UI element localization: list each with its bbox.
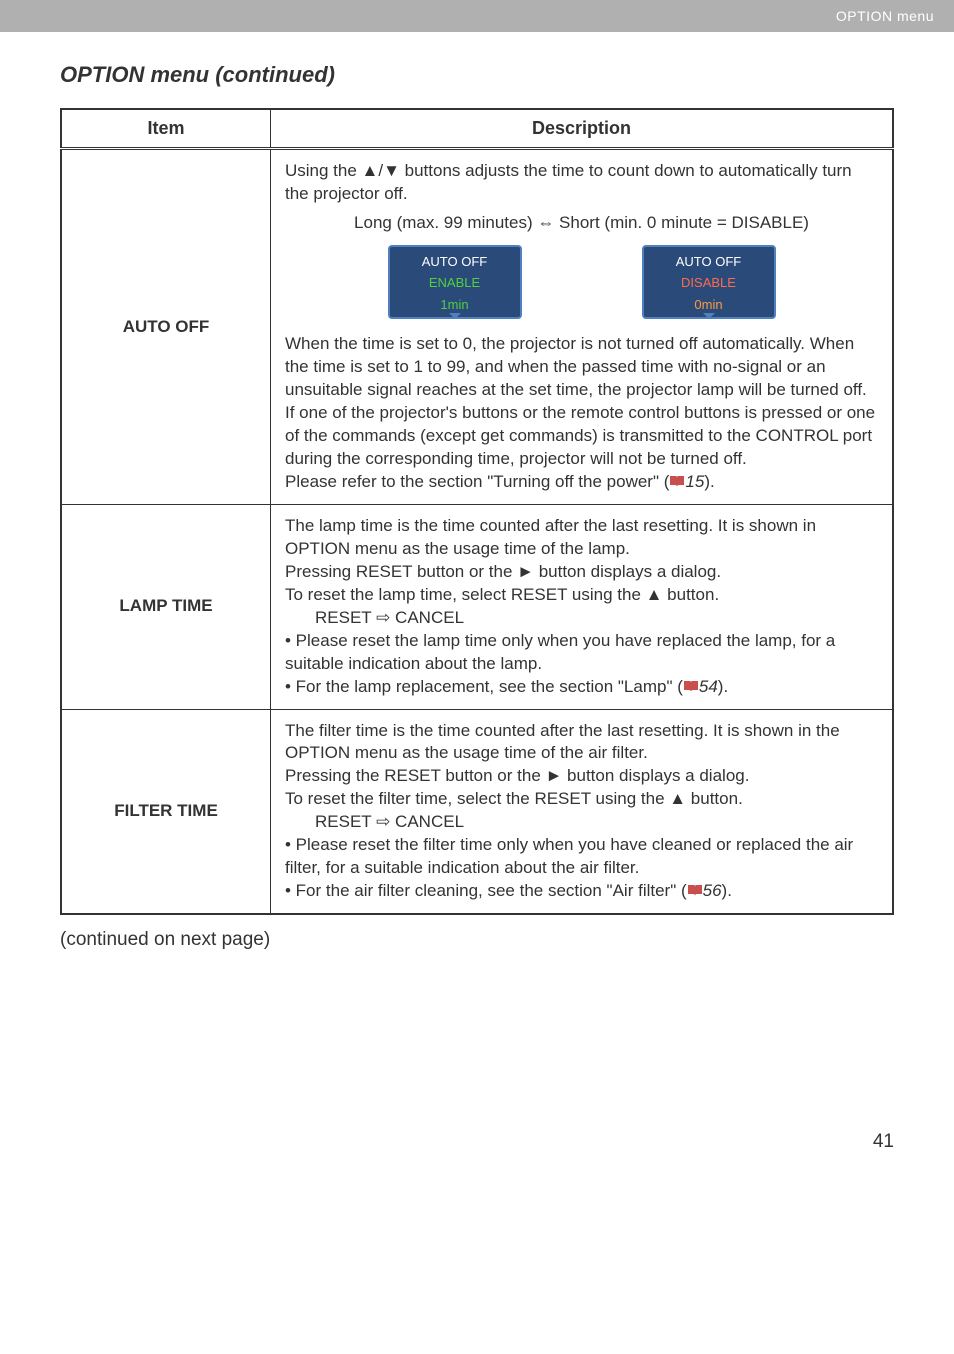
item-auto-off: AUTO OFF [61,149,271,505]
filter-b2: • For the air filter cleaning, see the s… [285,880,878,903]
table-row: FILTER TIME The filter time is the time … [61,709,893,914]
lamp-p3: To reset the lamp time, select RESET usi… [285,584,878,607]
header-bar: OPTION menu [0,0,954,32]
table-header-row: Item Description [61,109,893,149]
book-icon [683,680,699,693]
table-row: LAMP TIME The lamp time is the time coun… [61,505,893,710]
filter-b2-post: ). [722,881,732,900]
osd-status-enable: ENABLE [390,272,520,294]
osd-box-enable: AUTO OFF ENABLE 1min [388,245,522,320]
lamp-b2-post: ). [718,677,728,696]
osd-box-disable: AUTO OFF DISABLE 0min [642,245,776,320]
filter-b2-pre: • For the air filter cleaning, see the s… [285,881,687,900]
filter-reset: RESET ⇨ CANCEL [315,811,878,834]
lamp-b1: • Please reset the lamp time only when y… [285,630,878,676]
lamp-p2: Pressing RESET button or the ► button di… [285,561,878,584]
filter-p1: The filter time is the time counted afte… [285,720,878,766]
auto-off-p5-pre: Please refer to the section "Turning off… [285,472,669,491]
table-row: AUTO OFF Using the ▲/▼ buttons adjusts t… [61,149,893,505]
auto-off-p5: Please refer to the section "Turning off… [285,471,878,494]
col-description: Description [271,109,894,149]
desc-filter-time: The filter time is the time counted afte… [271,709,894,914]
lamp-b2-pre: • For the lamp replacement, see the sect… [285,677,683,696]
osd-status-disable: DISABLE [644,272,774,294]
auto-off-p5-ref: 15 [685,472,704,491]
lamp-reset: RESET ⇨ CANCEL [315,607,878,630]
filter-p3: To reset the filter time, select the RES… [285,788,878,811]
item-filter-time: FILTER TIME [61,709,271,914]
auto-off-p1: Using the ▲/▼ buttons adjusts the time t… [285,160,878,206]
auto-off-p2: Long (max. 99 minutes) ⇔ Short (min. 0 m… [285,212,878,235]
osd-title-left: AUTO OFF [390,251,520,273]
page-number: 41 [60,1131,894,1153]
osd-container: AUTO OFF ENABLE 1min AUTO OFF DISABLE 0m… [285,245,878,320]
filter-b2-ref: 56 [703,881,722,900]
lamp-b2-ref: 54 [699,677,718,696]
auto-off-p3: When the time is set to 0, the projector… [285,333,878,402]
option-table: Item Description AUTO OFF Using the ▲/▼ … [60,108,894,915]
filter-p2: Pressing the RESET button or the ► butto… [285,765,878,788]
lamp-b2: • For the lamp replacement, see the sect… [285,676,878,699]
osd-title-right: AUTO OFF [644,251,774,273]
filter-b1: • Please reset the filter time only when… [285,834,878,880]
auto-off-p4: If one of the projector's buttons or the… [285,402,878,471]
auto-off-p5-post: ). [704,472,714,491]
book-icon [669,475,685,488]
desc-auto-off: Using the ▲/▼ buttons adjusts the time t… [271,149,894,505]
book-icon [687,884,703,897]
col-item: Item [61,109,271,149]
continued-note: (continued on next page) [60,929,894,951]
lamp-p1: The lamp time is the time counted after … [285,515,878,561]
osd-arrow-icon [703,313,715,319]
osd-arrow-icon [449,313,461,319]
item-lamp-time: LAMP TIME [61,505,271,710]
section-title: OPTION menu (continued) [60,62,894,88]
header-label: OPTION menu [836,8,934,24]
desc-lamp-time: The lamp time is the time counted after … [271,505,894,710]
